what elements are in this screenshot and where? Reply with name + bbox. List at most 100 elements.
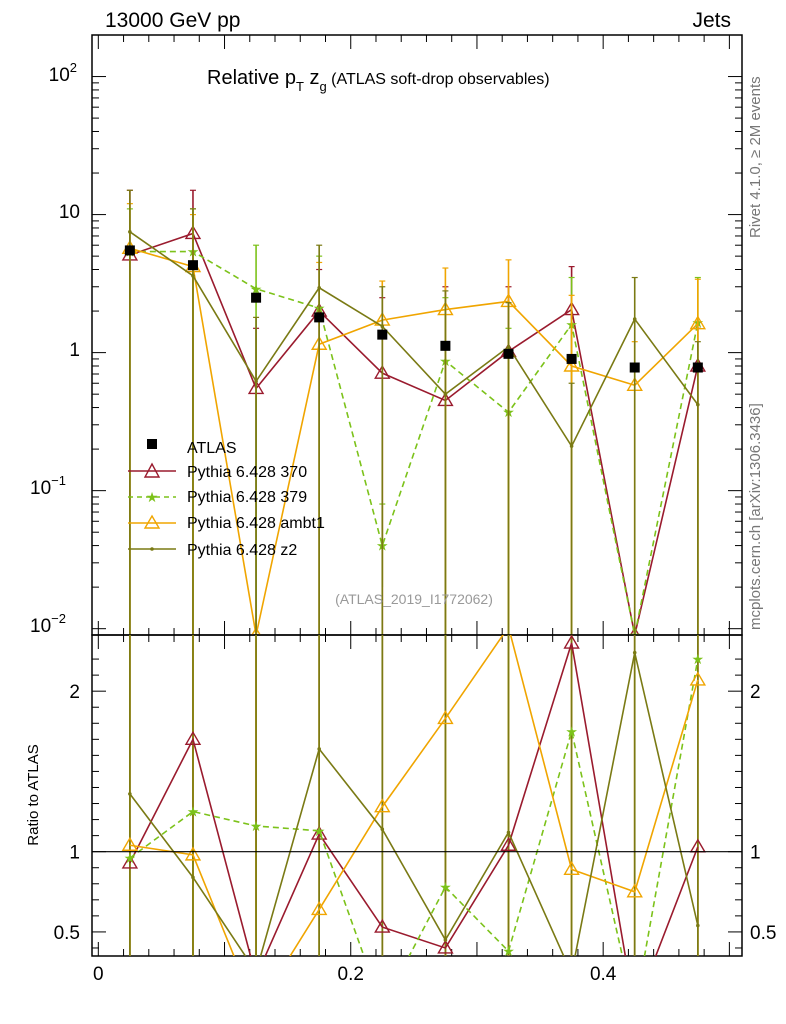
ratio-series-point [437, 939, 454, 954]
ratio-series-point [506, 830, 511, 835]
legend-marker-atlas [147, 439, 157, 449]
main-series-point [632, 317, 637, 321]
main-series-point [506, 345, 511, 349]
main-series-point [128, 230, 132, 234]
ratio-series-point [374, 918, 391, 933]
ratio-ytick-label-right: 1 [750, 843, 761, 864]
atlas-data-point [566, 353, 577, 364]
ratio-series-point [563, 635, 580, 649]
atlas-data-point [503, 348, 514, 359]
legend-marker-ambt1 [143, 514, 161, 529]
ratio-series-point [632, 650, 637, 655]
ytick-label-100: 102 [49, 60, 77, 86]
ratio-series-point: ★ [439, 879, 452, 895]
analysis-id: (ATLAS_2019_I1772062) [335, 591, 493, 607]
main-series-point [443, 392, 448, 396]
legend-marker-370 [143, 462, 161, 478]
xtick-label: 0.4 [590, 964, 617, 985]
main-series-point [191, 274, 195, 278]
main-series-point [254, 379, 258, 384]
atlas-data-point [692, 362, 703, 373]
ratio-series-point: ★ [502, 943, 515, 959]
legend: ATLAS Pythia 6.428 370 ★ Pythia 6.428 37… [128, 439, 325, 559]
atlas-data-point [440, 340, 451, 351]
ratio-ytick-label-right: 0.5 [750, 923, 776, 944]
ratio-series-point [437, 710, 454, 725]
main-series-point [689, 315, 707, 330]
main-series-point [696, 402, 700, 407]
ratio-series-point [500, 836, 517, 851]
atlas-data-point [187, 260, 198, 271]
legend-label-z2: Pythia 6.428 z2 [187, 542, 297, 559]
ratio-ylabel: Ratio to ATLAS [25, 744, 42, 845]
ratio-series-point: ★ [250, 818, 263, 834]
ratio-series-point: ★ [692, 651, 705, 667]
atlas-data-point [251, 292, 262, 303]
ratio-ytick-label-left: 1 [69, 843, 80, 864]
main-series-line [129, 247, 699, 635]
rivet-label: Rivet 4.1.0, ≥ 2M events [747, 76, 764, 238]
ratio-series-line [129, 635, 699, 956]
ratio-series-point [128, 792, 132, 796]
xtick-label: 0 [93, 964, 104, 985]
xtick-label: 0.2 [338, 964, 364, 985]
legend-label-370: Pythia 6.428 370 [187, 464, 307, 481]
main-series-line [129, 250, 699, 635]
ratio-series-point: ★ [124, 850, 137, 866]
ytick-label-10: 10 [59, 202, 80, 223]
ratio-series-point [184, 846, 202, 861]
ratio-series-line [129, 652, 699, 956]
ytick-label-1: 1 [69, 340, 80, 361]
ratio-series-line [129, 642, 699, 956]
ratio-series-point [310, 825, 328, 840]
main-series-point [629, 626, 640, 635]
main-series-point [380, 324, 385, 329]
main-title: Relative pT zg (ATLAS soft-drop observab… [207, 67, 550, 94]
ratio-series-point: ★ [187, 804, 200, 820]
ratio-series-point [626, 883, 643, 898]
ratio-ytick-label-left: 0.5 [54, 923, 80, 944]
ytick-label-0.1: 10−1 [30, 473, 66, 499]
legend-label-atlas: ATLAS [187, 440, 237, 457]
ratio-series-point [121, 854, 139, 869]
main-series-line [129, 232, 699, 635]
ratio-panel-frame [91, 634, 743, 957]
main-series-point [251, 626, 261, 635]
ratio-series-point [310, 901, 328, 916]
ratio-series-point [191, 875, 195, 880]
ratio-plot: ★ ★ ★ ★ ★ ★ ★ ★ [92, 635, 742, 959]
ratio-series-point [374, 798, 391, 813]
ratio-series-point [563, 860, 580, 876]
header-left: 13000 GeV pp [105, 9, 240, 32]
ytick-label-0.01: 10−2 [30, 611, 66, 637]
main-plot: ★★★★★★★★★★ [92, 34, 742, 635]
ratio-series-point [184, 730, 202, 746]
atlas-data-point [377, 329, 388, 340]
ratio-series-point [121, 836, 139, 851]
atlas-data-point [629, 362, 640, 373]
ratio-series-point [317, 747, 321, 751]
ratio-series-point: ★ [313, 823, 326, 839]
ratio-series-point [380, 827, 385, 832]
legend-label-ambt1: Pythia 6.428 ambt1 [187, 515, 325, 532]
header-right: Jets [692, 9, 731, 32]
legend-label-379: Pythia 6.428 379 [187, 489, 307, 506]
ratio-series-point [689, 671, 707, 686]
x-tick-labels: 0 0.2 0.4 [93, 964, 617, 985]
main-series-line [129, 231, 699, 448]
atlas-data-point [124, 245, 135, 256]
ratio-series-group: ★ ★ ★ ★ ★ ★ ★ ★ [121, 635, 707, 959]
main-series-point [569, 444, 574, 448]
ratio-series-point [696, 923, 700, 928]
ratio-series-point: ★ [565, 723, 578, 739]
ratio-ytick-label-left: 2 [69, 682, 80, 703]
mcplots-label: mcplots.cern.ch [arXiv:1306.3436] [747, 403, 764, 630]
main-series-point [317, 285, 321, 290]
legend-marker-379: ★ [146, 489, 159, 505]
main-series-point [563, 357, 580, 372]
main-y-tick-labels: 102 10 1 10−1 10−2 [30, 60, 80, 637]
ratio-y-tick-labels: 0.5 0.5 1 1 2 2 [54, 682, 777, 944]
ratio-series-point [443, 938, 448, 942]
ratio-ytick-label-right: 2 [750, 682, 761, 703]
